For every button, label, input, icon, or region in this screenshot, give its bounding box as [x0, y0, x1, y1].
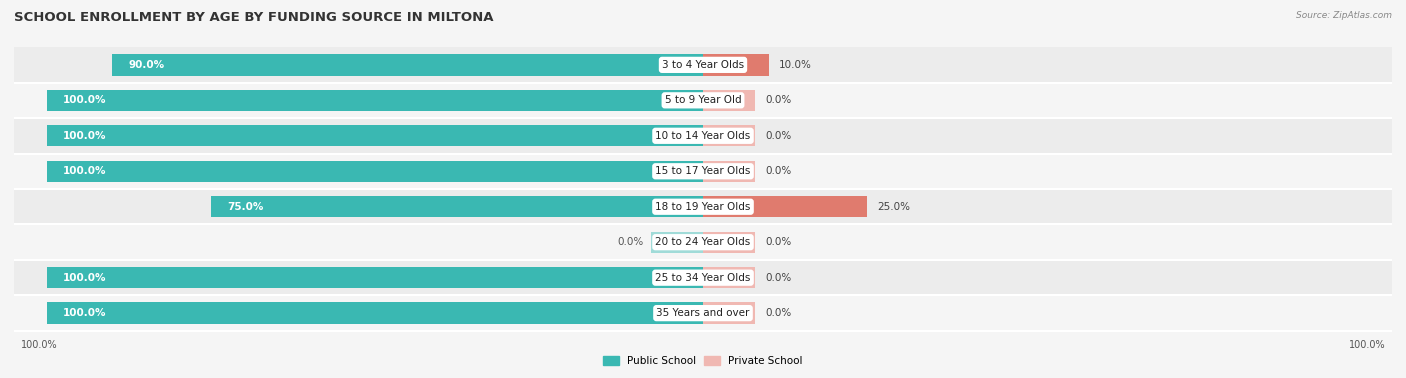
Bar: [14, 83, 1392, 118]
Text: 35 Years and over: 35 Years and over: [657, 308, 749, 318]
Bar: [703, 161, 755, 182]
Bar: [112, 54, 703, 76]
Text: 0.0%: 0.0%: [617, 237, 644, 247]
Bar: [703, 125, 755, 146]
Text: 100.0%: 100.0%: [63, 308, 107, 318]
Text: 0.0%: 0.0%: [765, 95, 792, 105]
Text: 0.0%: 0.0%: [765, 131, 792, 141]
Bar: [46, 125, 703, 146]
Bar: [46, 302, 703, 324]
Bar: [703, 196, 868, 217]
Bar: [651, 232, 703, 253]
Legend: Public School, Private School: Public School, Private School: [599, 352, 807, 370]
Text: 0.0%: 0.0%: [765, 308, 792, 318]
Bar: [46, 161, 703, 182]
Bar: [14, 47, 1392, 83]
Text: 25 to 34 Year Olds: 25 to 34 Year Olds: [655, 273, 751, 283]
Bar: [14, 153, 1392, 189]
Text: 100.0%: 100.0%: [63, 95, 107, 105]
Bar: [703, 302, 755, 324]
Bar: [14, 260, 1392, 295]
Text: 15 to 17 Year Olds: 15 to 17 Year Olds: [655, 166, 751, 176]
Bar: [46, 267, 703, 288]
Text: 100.0%: 100.0%: [21, 341, 58, 350]
Text: 100.0%: 100.0%: [63, 273, 107, 283]
Bar: [211, 196, 703, 217]
Text: 20 to 24 Year Olds: 20 to 24 Year Olds: [655, 237, 751, 247]
Text: 25.0%: 25.0%: [877, 202, 910, 212]
Bar: [703, 54, 769, 76]
Bar: [14, 295, 1392, 331]
Text: 0.0%: 0.0%: [765, 166, 792, 176]
Bar: [703, 232, 755, 253]
Bar: [14, 189, 1392, 225]
Bar: [14, 118, 1392, 153]
Bar: [46, 90, 703, 111]
Text: 75.0%: 75.0%: [228, 202, 264, 212]
Text: 100.0%: 100.0%: [1348, 341, 1385, 350]
Text: 90.0%: 90.0%: [129, 60, 165, 70]
Text: 10 to 14 Year Olds: 10 to 14 Year Olds: [655, 131, 751, 141]
Text: 10.0%: 10.0%: [779, 60, 811, 70]
Text: SCHOOL ENROLLMENT BY AGE BY FUNDING SOURCE IN MILTONA: SCHOOL ENROLLMENT BY AGE BY FUNDING SOUR…: [14, 11, 494, 24]
Text: 100.0%: 100.0%: [63, 166, 107, 176]
Bar: [703, 90, 755, 111]
Bar: [14, 225, 1392, 260]
Text: 0.0%: 0.0%: [765, 273, 792, 283]
Text: 3 to 4 Year Olds: 3 to 4 Year Olds: [662, 60, 744, 70]
Text: 5 to 9 Year Old: 5 to 9 Year Old: [665, 95, 741, 105]
Text: 100.0%: 100.0%: [63, 131, 107, 141]
Text: 0.0%: 0.0%: [765, 237, 792, 247]
Text: Source: ZipAtlas.com: Source: ZipAtlas.com: [1296, 11, 1392, 20]
Bar: [703, 267, 755, 288]
Text: 18 to 19 Year Olds: 18 to 19 Year Olds: [655, 202, 751, 212]
